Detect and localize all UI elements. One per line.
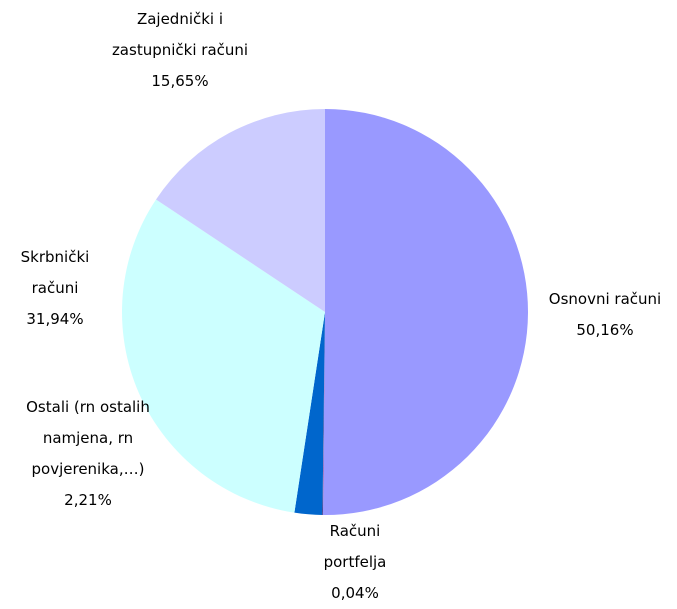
value-label: 0,04% [331, 584, 379, 602]
category-label: Skrbnički računi [20, 248, 90, 297]
slice-label: Osnovni računi 50,16% [535, 284, 675, 346]
category-label: Osnovni računi [548, 290, 662, 308]
slice-label: Računi portfelja 0,04% [310, 516, 400, 609]
value-label: 2,21% [64, 491, 112, 509]
category-label: Računi portfelja [323, 522, 387, 571]
pie-slice [322, 312, 325, 515]
pie-slice [156, 109, 325, 312]
category-label: Ostali (rn ostalih namjena, rn povjereni… [26, 398, 150, 478]
pie-slice [322, 109, 529, 515]
value-label: 50,16% [576, 321, 634, 339]
slice-label: Zajednički i zastupnički računi 15,65% [105, 4, 255, 97]
pie-slice [294, 312, 325, 515]
value-label: 31,94% [26, 310, 84, 328]
value-label: 15,65% [151, 72, 209, 90]
category-label: Zajednički i zastupnički računi [111, 10, 249, 59]
slice-label: Ostali (rn ostalih namjena, rn povjereni… [13, 392, 163, 516]
slice-label: Skrbnički računi 31,94% [10, 242, 100, 335]
pie-slice [121, 199, 325, 513]
